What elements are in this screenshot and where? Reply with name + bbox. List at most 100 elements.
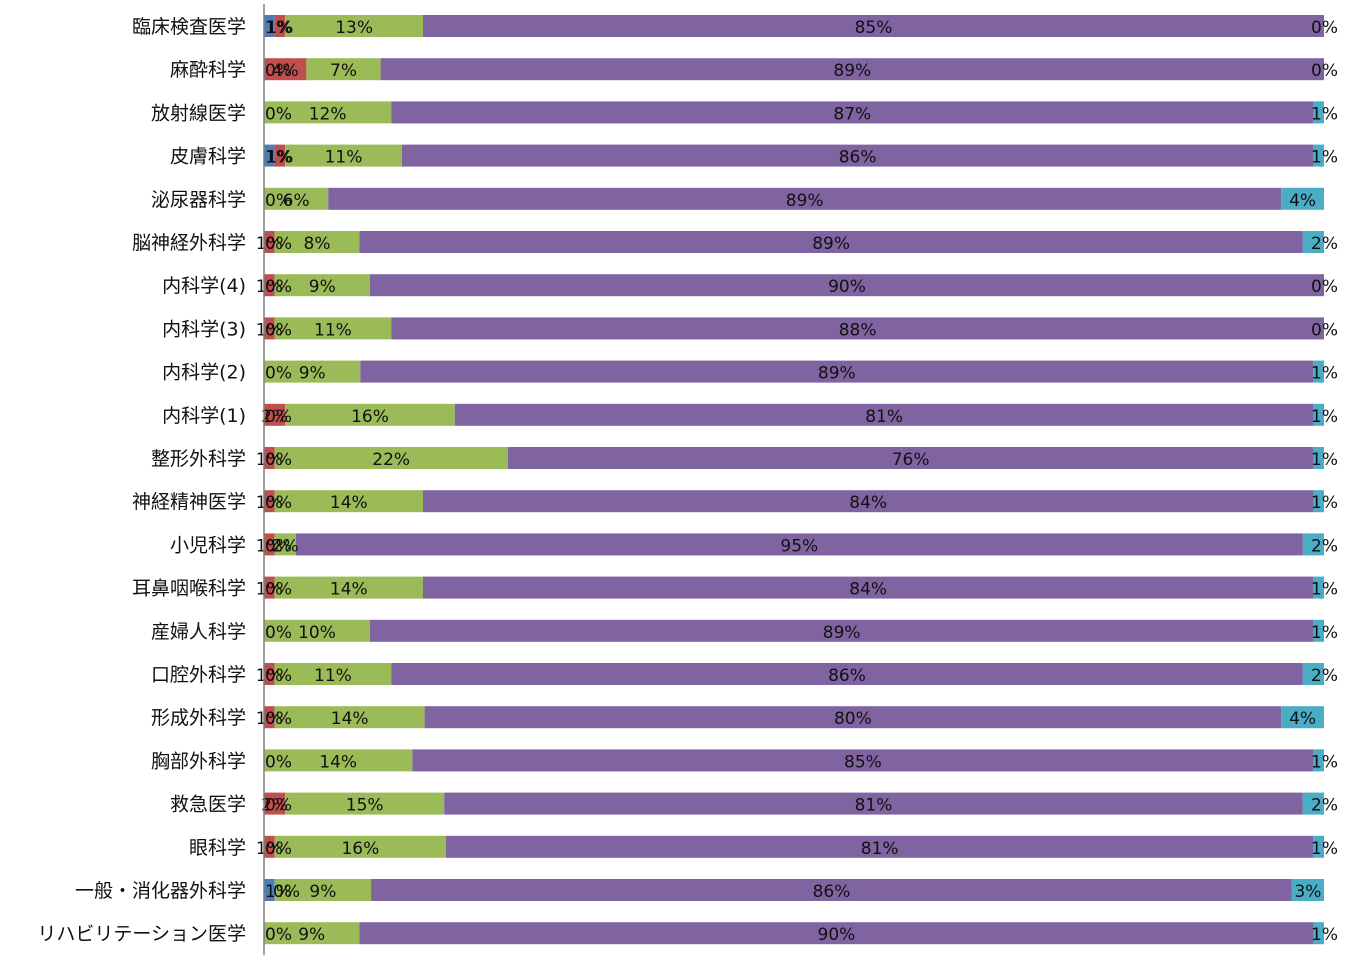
data-label: 0%	[1311, 61, 1338, 81]
data-label: 14%	[330, 493, 368, 513]
data-label: 1%	[1311, 407, 1338, 427]
bar-segment	[264, 922, 360, 945]
bar-segment	[359, 922, 1314, 945]
bar-segment	[446, 835, 1314, 858]
bar-segment	[264, 144, 275, 167]
data-label: 0%	[1311, 277, 1338, 297]
data-label: 1%	[256, 320, 283, 340]
data-label: 0%	[265, 493, 292, 513]
bar-segment	[264, 490, 275, 513]
bar-segment	[424, 706, 1282, 729]
data-label: 80%	[834, 709, 872, 729]
bar-segment	[285, 403, 455, 426]
category-label: 内科学(3)	[162, 318, 246, 340]
data-label: 81%	[861, 839, 899, 859]
bar-segment	[1302, 533, 1324, 556]
data-label: 1%	[256, 536, 283, 556]
bar-segment	[454, 403, 1314, 426]
data-label: 1%	[1311, 104, 1338, 124]
bar-segment	[274, 317, 392, 340]
data-label: 1%	[1311, 493, 1338, 513]
bar-segment	[295, 533, 1303, 556]
bar-segment	[264, 533, 275, 556]
data-label: 22%	[372, 450, 410, 470]
bar-segment	[1281, 187, 1324, 210]
data-label: 1%	[1311, 839, 1338, 859]
bar-segment	[1313, 447, 1324, 469]
data-label: 84%	[849, 493, 887, 513]
bar-segment	[264, 447, 275, 469]
data-label: 11%	[314, 666, 352, 686]
data-label: 0%	[265, 450, 292, 470]
data-label: 1%	[256, 839, 283, 859]
bar-segment	[264, 835, 275, 858]
data-label: 4%	[272, 61, 299, 81]
data-label: 2%	[1311, 234, 1338, 254]
data-label: 8%	[304, 234, 331, 254]
data-label: 86%	[828, 666, 866, 686]
data-labels: 1% 1% 13% 85% 0% 0% 4% 7% 89% 0% 0% 12% 87% 1% 1% 1% 11%…	[256, 18, 1338, 945]
bar-segment	[1302, 231, 1324, 253]
bar-segment	[1313, 619, 1324, 642]
data-label: 0%	[265, 666, 292, 686]
bar-segment	[274, 490, 423, 513]
bar-segment	[1313, 144, 1324, 167]
bar-segment	[401, 144, 1314, 167]
bar-segment	[285, 792, 445, 815]
bar-segment	[264, 15, 275, 37]
data-label: 0%	[265, 925, 292, 945]
category-label: 胸部外科学	[151, 750, 246, 772]
data-label: 2%	[1311, 536, 1338, 556]
bar-segment	[274, 663, 392, 685]
data-label: 1%	[256, 234, 283, 254]
data-label: 90%	[818, 925, 856, 945]
bar-segment	[264, 619, 370, 642]
category-label: 泌尿器科学	[151, 189, 246, 211]
bar-segment	[1313, 922, 1324, 945]
data-label: 3%	[1294, 882, 1321, 902]
bar-segment	[360, 360, 1314, 383]
data-label: 9%	[299, 364, 326, 384]
data-label: 1%	[266, 148, 293, 168]
data-label: 9%	[309, 882, 336, 902]
data-label: 4%	[1289, 709, 1316, 729]
category-label: リハビリテーション医学	[37, 923, 246, 945]
data-label: 7%	[330, 61, 357, 81]
data-label: 0%	[273, 882, 300, 902]
data-label: 14%	[331, 709, 369, 729]
bar-segments	[264, 15, 1325, 945]
bar-segment	[1313, 101, 1324, 124]
category-label: 小児科学	[170, 534, 246, 556]
bar-segment	[264, 317, 275, 340]
data-label: 15%	[346, 796, 384, 816]
bar-segment	[507, 447, 1314, 469]
data-label: 1%	[265, 148, 292, 168]
data-label: 0%	[265, 709, 292, 729]
data-label: 0%	[265, 191, 292, 211]
data-label: 1%	[256, 580, 283, 600]
category-label: 内科学(2)	[162, 362, 246, 384]
data-label: 2%	[272, 536, 299, 556]
category-label: 脳神経外科学	[132, 232, 246, 254]
bar-segment	[1281, 706, 1324, 729]
bar-segment	[328, 187, 1282, 210]
data-label: 16%	[341, 839, 379, 859]
data-label: 1%	[1311, 148, 1338, 168]
data-label: 85%	[855, 18, 893, 38]
data-label: 1%	[1311, 925, 1338, 945]
bar-segment	[274, 706, 425, 729]
category-label: 内科学(4)	[162, 275, 246, 297]
bar-segment	[264, 879, 275, 901]
data-label: 89%	[812, 234, 850, 254]
bar-segment	[306, 58, 381, 81]
data-label: 9%	[298, 925, 325, 945]
data-label: 81%	[855, 796, 893, 816]
data-label: 14%	[330, 580, 368, 600]
bar-segment	[285, 144, 402, 167]
bar-segment	[444, 792, 1303, 815]
data-label: 81%	[865, 407, 903, 427]
category-label: 産婦人科学	[151, 621, 246, 643]
bar-segment	[412, 749, 1314, 772]
bar-segment	[264, 101, 392, 124]
